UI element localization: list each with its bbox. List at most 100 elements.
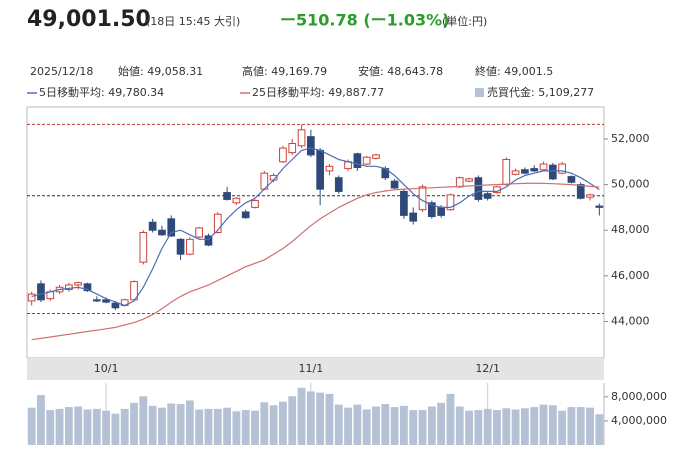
volume-bar: [418, 410, 427, 445]
candle-body: [586, 194, 594, 198]
info-high: 高値: 49,169.79: [242, 64, 327, 78]
volume-bar: [269, 405, 278, 445]
volume-bar: [474, 410, 483, 445]
candle-body: [74, 282, 83, 286]
volume-bar: [251, 410, 259, 445]
y-tick-label: 8,000,000: [611, 390, 667, 403]
volume-bar: [576, 407, 585, 445]
x-tick-label: 12/1: [475, 362, 500, 375]
candle-body: [102, 299, 110, 303]
candle-body: [279, 147, 287, 163]
candle-body: [455, 177, 464, 188]
y-tick-label: 4,000,000: [611, 414, 667, 427]
time: (18日 15:45 大引): [146, 14, 240, 28]
candle-body: [567, 176, 576, 183]
candle-body: [409, 212, 418, 222]
candle-body: [595, 205, 604, 208]
volume-bar: [362, 409, 371, 445]
candle-body: [316, 149, 325, 190]
volume-bar: [381, 404, 390, 445]
volume-bar: [316, 392, 325, 445]
candle-body: [362, 156, 371, 165]
volume-bar: [279, 401, 287, 445]
moving-average-line: [31, 182, 600, 341]
volume-bar: [586, 407, 594, 445]
candle-body: [483, 193, 492, 199]
candle-body: [223, 192, 231, 200]
volume-bar: [83, 409, 92, 445]
x-tick-label: 10/1: [94, 362, 119, 375]
y-tick-label: 52,000: [611, 132, 650, 145]
volume-bar: [372, 406, 380, 445]
volume-bar: [502, 408, 511, 445]
volume-bar: [306, 391, 315, 445]
legend-label: 売買代金: 5,109,277: [487, 85, 594, 99]
y-tick-label: 50,000: [611, 178, 650, 191]
volume-bar: [204, 408, 213, 445]
candle-body: [27, 293, 36, 302]
volume-bar: [539, 404, 548, 445]
candle-body: [158, 229, 166, 236]
candle-body: [530, 168, 539, 172]
volume-bar: [37, 395, 45, 445]
candle-body: [437, 206, 445, 216]
volume-bar: [409, 410, 418, 445]
volume-bar: [46, 410, 55, 445]
volume-bar: [213, 408, 222, 445]
volume-bar: [427, 406, 436, 445]
legend-swatch: [475, 88, 484, 97]
volume-bar: [148, 405, 157, 445]
volume-bar: [139, 396, 148, 445]
candle-body: [539, 163, 548, 171]
volume-bar: [111, 413, 120, 445]
volume-bar: [92, 408, 101, 445]
volume-bar: [437, 402, 446, 445]
candle-body: [558, 163, 566, 174]
candle-body: [251, 200, 259, 208]
volume-bar: [241, 410, 250, 445]
candle-body: [474, 177, 483, 200]
candle-body: [213, 213, 222, 233]
candle-body: [390, 180, 399, 189]
volume-bar: [297, 387, 306, 445]
volume-bar: [176, 404, 185, 445]
unit: (単位:円): [442, 14, 487, 28]
y-tick-label: 48,000: [611, 223, 650, 236]
y-tick-label: 46,000: [611, 269, 650, 282]
volume-bar: [390, 407, 399, 445]
volume-bar: [64, 407, 73, 445]
candle-body: [186, 238, 194, 255]
candle-body: [167, 218, 176, 237]
volume-bar: [483, 408, 492, 445]
info-open: 始値: 49,058.31: [118, 64, 203, 78]
legend-label: 25日移動平均: 49,887.77: [252, 85, 384, 99]
volume-bar: [167, 403, 176, 445]
volume-bar: [558, 410, 567, 445]
volume-bar: [511, 409, 520, 445]
info-low: 安値: 48,643.78: [358, 64, 443, 78]
volume-bar: [55, 408, 64, 445]
candle-body: [83, 283, 92, 292]
volume-bar: [288, 396, 297, 445]
candle-body: [446, 194, 455, 211]
volume-bar: [353, 404, 362, 445]
volume-bar: [455, 406, 464, 445]
volume-bar: [446, 393, 455, 445]
volume-bar: [595, 414, 604, 445]
candle-body: [195, 227, 204, 238]
date: 2025/12/18: [30, 65, 93, 78]
volume-bar: [548, 405, 557, 445]
volume-bar: [260, 402, 269, 445]
volume-bar: [27, 407, 36, 445]
candle-body: [176, 238, 185, 255]
volume-bar: [465, 410, 473, 445]
candle-body: [400, 190, 408, 216]
change: ー510.78 (ー1.03%): [280, 11, 449, 30]
volume-bar: [520, 408, 529, 445]
candle-body: [521, 169, 529, 174]
candle-body: [576, 184, 585, 199]
candle-body: [372, 154, 380, 159]
volume-bar: [158, 407, 166, 445]
volume-bar: [185, 400, 194, 445]
